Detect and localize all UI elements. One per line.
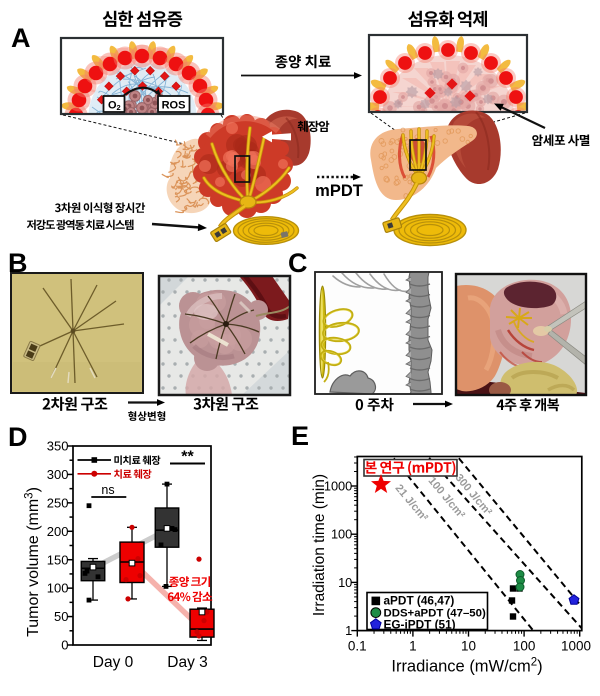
svg-text:150: 150 xyxy=(47,552,69,567)
svg-text:1: 1 xyxy=(409,639,417,654)
svg-text:Day 0: Day 0 xyxy=(93,654,134,671)
svg-text:1000: 1000 xyxy=(324,478,352,493)
svg-text:Irradiation time (min): Irradiation time (min) xyxy=(311,474,328,616)
svg-text:C: C xyxy=(288,248,308,278)
svg-text:100: 100 xyxy=(47,581,69,596)
svg-text:250: 250 xyxy=(47,495,69,510)
svg-text:Tumor volume (mm3): Tumor volume (mm3) xyxy=(24,487,43,637)
svg-text:100: 100 xyxy=(513,639,536,654)
svg-text:0.1: 0.1 xyxy=(348,639,367,654)
svg-text:E: E xyxy=(291,421,309,451)
svg-text:Irradiance (mW/cm2): Irradiance (mW/cm2) xyxy=(391,657,542,676)
svg-text:DDS+aPDT (47–50): DDS+aPDT (47–50) xyxy=(384,608,486,620)
svg-text:10: 10 xyxy=(461,639,476,654)
svg-text:200: 200 xyxy=(47,524,69,539)
svg-text:0: 0 xyxy=(61,638,68,653)
svg-text:10: 10 xyxy=(338,575,352,590)
svg-text:mPDT: mPDT xyxy=(315,182,363,200)
svg-text:O: O xyxy=(108,100,117,112)
svg-text:100: 100 xyxy=(331,527,352,542)
svg-text:50: 50 xyxy=(54,609,68,624)
svg-text:Day 3: Day 3 xyxy=(167,654,208,671)
svg-text:2: 2 xyxy=(117,103,121,112)
svg-text:ns: ns xyxy=(101,483,114,497)
svg-text:**: ** xyxy=(181,449,194,466)
svg-text:350: 350 xyxy=(47,439,69,454)
svg-text:EG-iPDT (51): EG-iPDT (51) xyxy=(384,617,456,631)
svg-text:ROS: ROS xyxy=(162,100,186,112)
svg-text:D: D xyxy=(8,422,28,452)
svg-text:1000: 1000 xyxy=(561,639,591,654)
svg-text:1: 1 xyxy=(345,623,352,638)
svg-text:A: A xyxy=(11,23,31,53)
svg-text:300: 300 xyxy=(47,467,69,482)
svg-text:aPDT (46,47): aPDT (46,47) xyxy=(384,594,455,608)
svg-text:B: B xyxy=(8,248,28,278)
